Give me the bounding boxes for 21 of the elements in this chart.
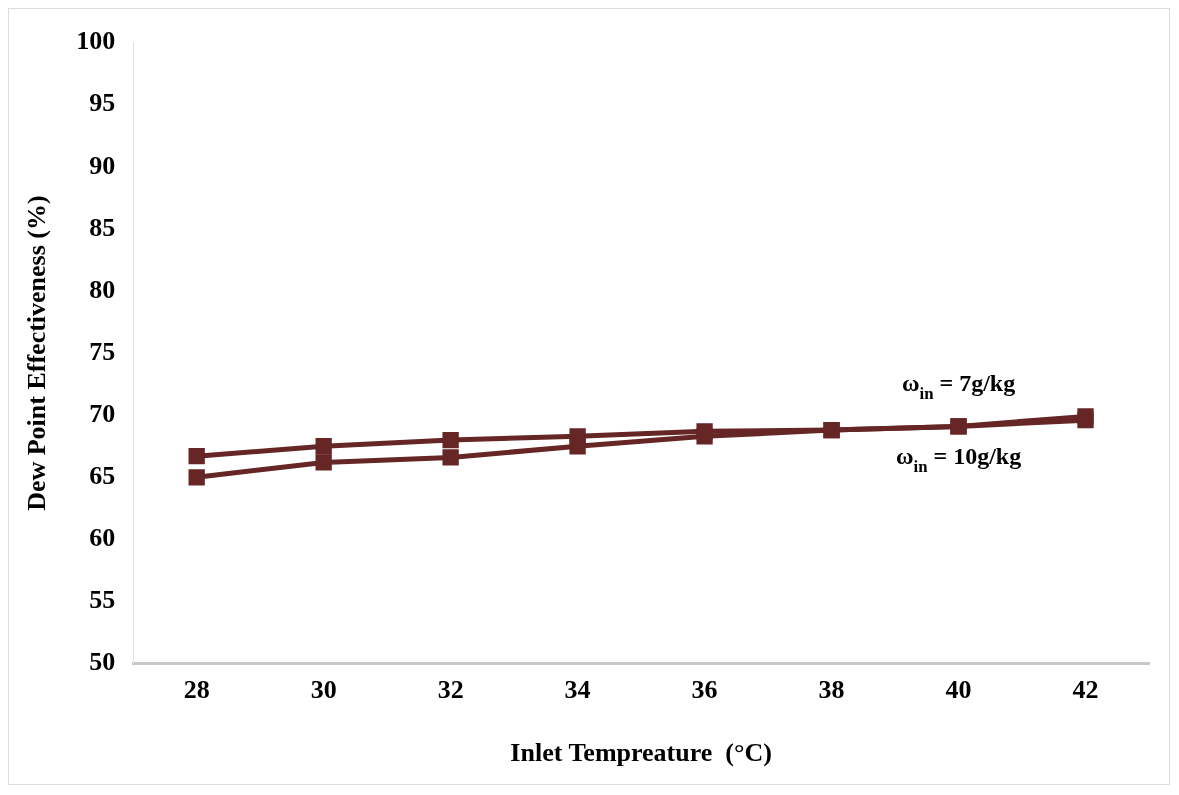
y-tick-label: 70 bbox=[89, 398, 116, 428]
y-tick-label: 55 bbox=[89, 585, 116, 615]
y-tick-label: 60 bbox=[89, 523, 116, 553]
x-tick-label: 32 bbox=[437, 674, 464, 704]
x-tick-label: 36 bbox=[691, 674, 718, 704]
x-tick-label: 40 bbox=[945, 674, 972, 704]
y-tick-label: 100 bbox=[76, 26, 116, 56]
x-tick-label: 34 bbox=[564, 674, 591, 704]
x-tick-label: 38 bbox=[818, 674, 845, 704]
x-axis-title: Inlet Tempreature (°C) bbox=[510, 738, 772, 768]
x-tick-label: 30 bbox=[310, 674, 337, 704]
x-tick-label: 42 bbox=[1072, 674, 1099, 704]
y-tick-label: 75 bbox=[89, 336, 116, 366]
y-tick-label: 85 bbox=[89, 212, 116, 242]
y-tick-label: 80 bbox=[89, 274, 116, 304]
y-tick-label: 95 bbox=[89, 88, 116, 118]
x-tick-label: 28 bbox=[183, 674, 210, 704]
y-tick-label: 90 bbox=[89, 150, 116, 180]
y-tick-label: 50 bbox=[89, 647, 116, 677]
y-axis-title: Dew Point Effectiveness (%) bbox=[22, 195, 52, 511]
y-tick-label: 65 bbox=[89, 461, 116, 491]
